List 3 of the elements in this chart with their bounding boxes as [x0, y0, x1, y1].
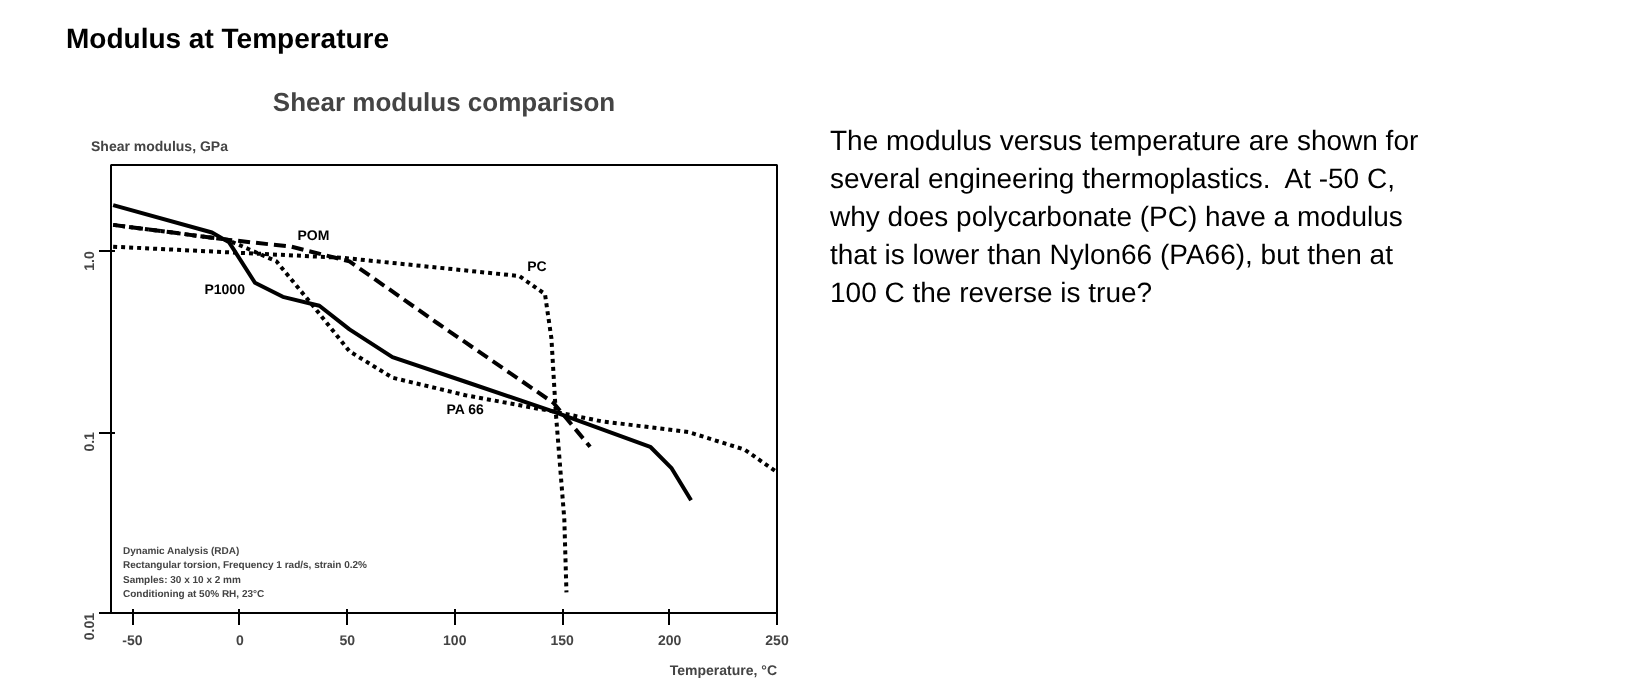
text: The modulus versus temperature are shown for several engineering thermoplastics. At -50 C, why does polycarbonate (PC) have a modulus that is lower than Nylon66 (PA66), but then at 100 C the reverse is true? [830, 122, 1419, 312]
chart-subtitle: Shear modulus comparison [272, 87, 616, 117]
chart-title: Modulus at Temperature [66, 20, 390, 58]
